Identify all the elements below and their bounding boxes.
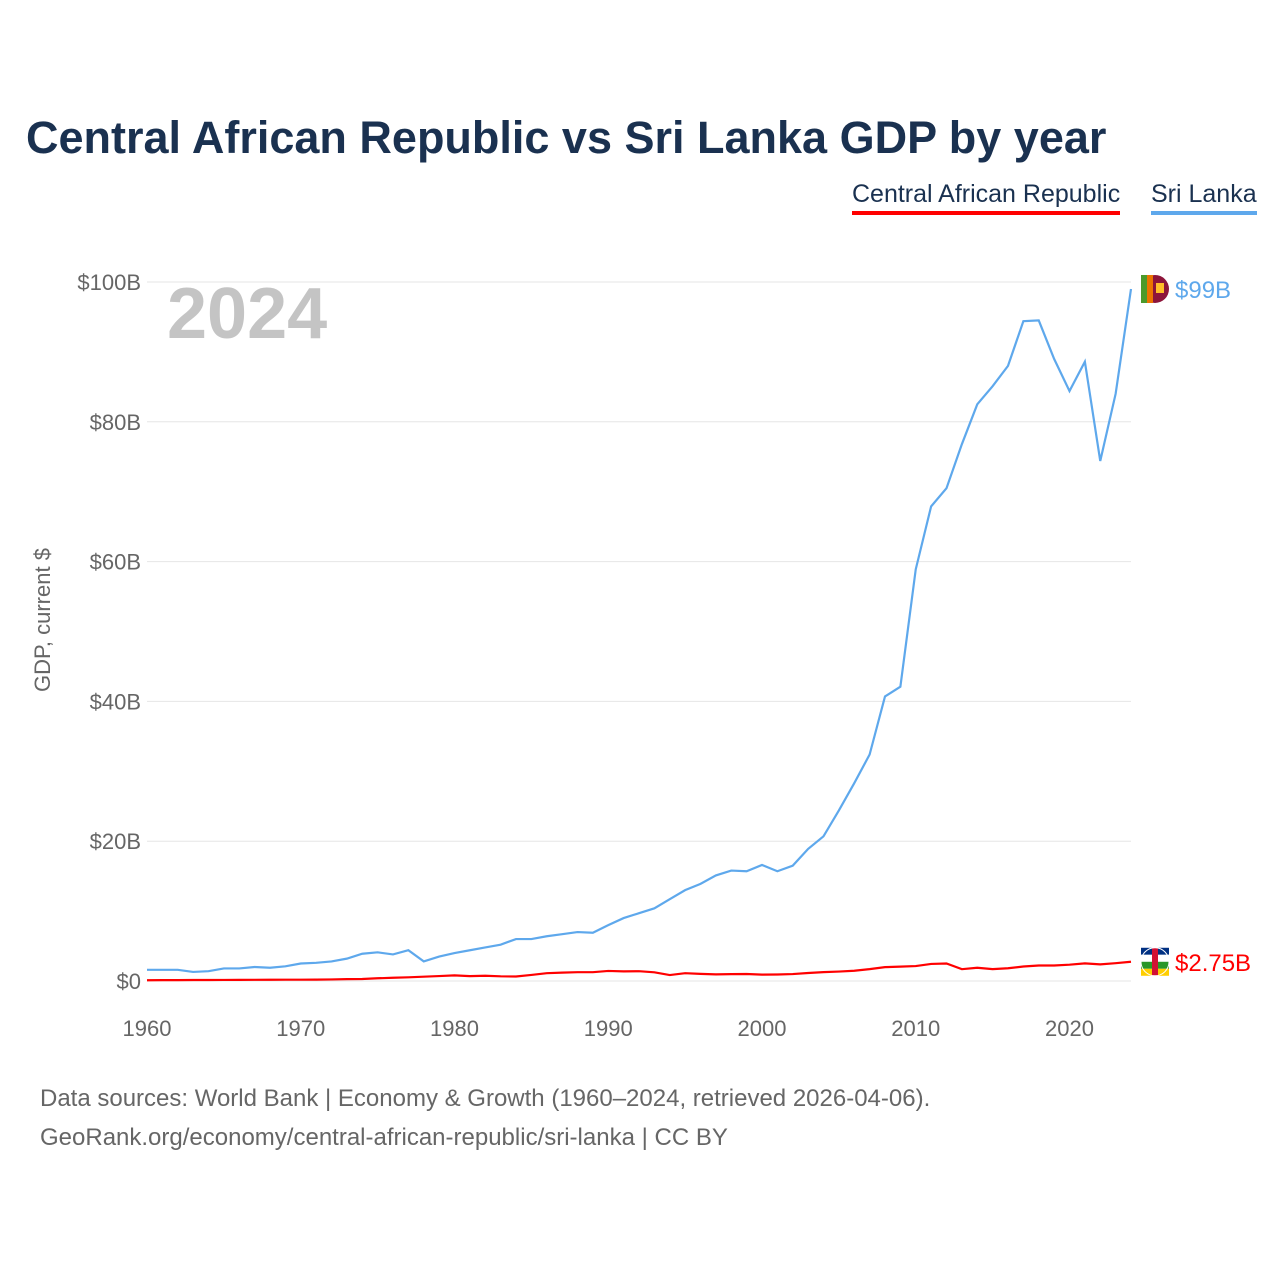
series-line-sri-lanka [147, 288, 1133, 974]
end-value-label: $99B [1175, 277, 1231, 304]
end-value-label: $2.75B [1175, 950, 1251, 977]
y-tick-label: $40B [90, 689, 141, 714]
x-tick-label: 1960 [123, 1016, 172, 1041]
y-axis-label: GDP, current $ [30, 548, 55, 692]
sri-lanka-flag-icon [1141, 274, 1169, 303]
y-tick-label: $20B [90, 829, 141, 854]
chart-title: Central African Republic vs Sri Lanka GD… [26, 112, 1107, 163]
x-tick-label: 2020 [1045, 1016, 1094, 1041]
x-tick-label: 1980 [430, 1016, 479, 1041]
year-label: 2024 [167, 274, 327, 354]
y-tick-label: $60B [90, 550, 141, 575]
x-tick-label: 1970 [276, 1016, 325, 1041]
footer-sources: Data sources: World Bank | Economy & Gro… [40, 1085, 931, 1112]
x-tick-label: 2010 [891, 1016, 940, 1041]
footer-link[interactable]: GeoRank.org/economy/central-african-repu… [40, 1124, 728, 1151]
series-line-central-african-republic [146, 960, 1132, 982]
y-tick-label: $0 [117, 969, 141, 994]
x-tick-label: 2000 [738, 1016, 787, 1041]
legend-central-african-republic[interactable]: Central African Republic [852, 180, 1121, 215]
central-african-republic-flag-icon [1140, 947, 1170, 977]
y-tick-label: $100B [77, 270, 141, 295]
y-tick-label: $80B [90, 410, 141, 435]
legend-sri-lanka[interactable]: Sri Lanka [1151, 180, 1257, 215]
x-tick-label: 1990 [584, 1016, 633, 1041]
